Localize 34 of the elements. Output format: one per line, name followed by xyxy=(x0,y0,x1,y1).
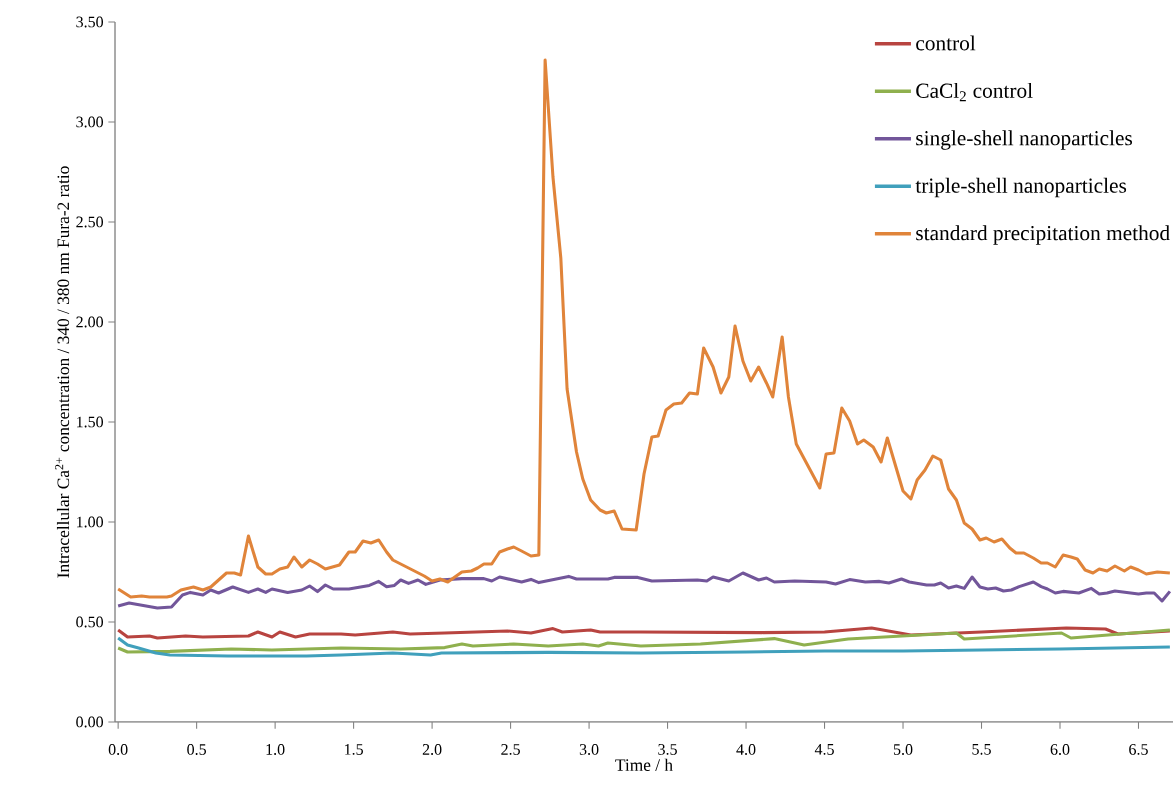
legend-label: CaCl$_{2}$ control xyxy=(916,82,1033,102)
y-tick-label: 1.00 xyxy=(77,516,104,528)
x-tick-label: 0.5 xyxy=(187,744,207,755)
line-series xyxy=(116,626,1172,640)
y-axis-title: Intracellular Ca$^{2+}$ concentration / 340 / 380 nm Fura-2 ratio xyxy=(55,166,70,578)
x-tick-label: 3.5 xyxy=(658,744,677,755)
x-tick-label: 5.5 xyxy=(972,744,991,755)
x-tick-label: 4.5 xyxy=(814,744,834,755)
line-series xyxy=(116,636,1172,658)
x-tick-label: 6.5 xyxy=(1129,744,1148,755)
legend-label: control xyxy=(916,35,976,51)
x-tick-label: 2.5 xyxy=(501,744,520,755)
line-series xyxy=(116,58,1172,599)
x-tick-label: 1.5 xyxy=(345,744,363,755)
line-series xyxy=(116,571,1172,610)
y-tick-label: 2.50 xyxy=(76,216,104,228)
line-series xyxy=(116,628,1172,654)
y-tick-label: 3.00 xyxy=(76,116,104,128)
y-tick-label: 0.50 xyxy=(76,616,104,628)
y-tick-label: 1.50 xyxy=(77,416,104,428)
legend-label: triple-shell nanoparticles xyxy=(915,177,1127,198)
x-tick-label: 3.0 xyxy=(579,744,599,755)
x-axis-title: Time / h xyxy=(615,758,673,771)
legend-label: single-shell nanoparticles xyxy=(916,130,1133,150)
x-tick-label: 5.0 xyxy=(893,744,913,755)
legend-label: standard precipitation method xyxy=(916,225,1170,245)
x-tick-label: 6.0 xyxy=(1050,744,1070,755)
x-tick-label: 2.0 xyxy=(422,744,442,755)
y-tick-label: 2.00 xyxy=(76,316,104,328)
x-tick-label: 0.0 xyxy=(108,744,128,755)
y-tick-label: 3.50 xyxy=(76,16,104,28)
x-tick-label: 4.0 xyxy=(736,744,756,755)
x-tick-label: 1.0 xyxy=(266,744,285,755)
y-tick-label: 0.00 xyxy=(76,716,104,728)
